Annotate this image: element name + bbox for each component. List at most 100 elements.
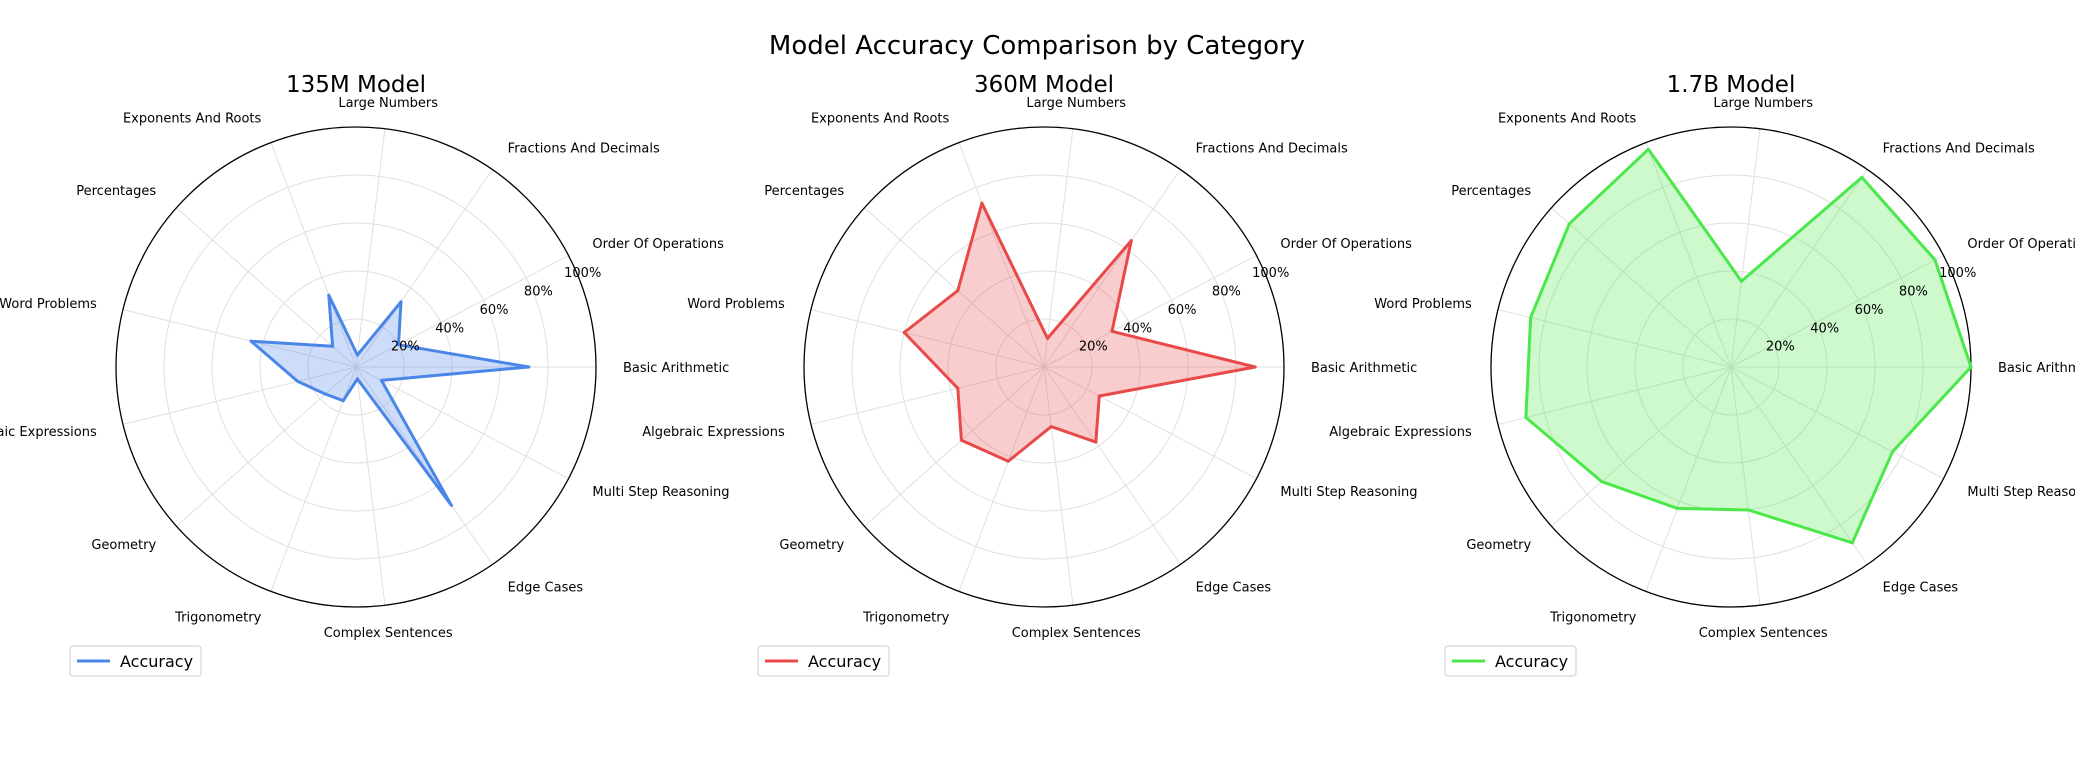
data-point [399,300,403,304]
grid-spoke [1730,128,1761,368]
data-point [355,353,359,357]
grid-spoke [1043,366,1257,479]
panel-title: 1.7B Model [1667,72,1796,98]
category-label: Percentages [1451,184,1531,199]
data-point [956,386,960,390]
category-label: Large Numbers [1026,96,1126,111]
data-point [1969,365,1973,369]
data-point [449,503,453,507]
data-point [1860,175,1864,179]
data-point [341,399,345,403]
radial-tick-label: 40% [435,321,464,336]
category-label: Edge Cases [508,581,584,596]
category-label: Word Problems [1374,297,1472,312]
data-point [1529,316,1533,320]
category-label: Basic Arithmetic [1311,361,1417,376]
grid-spoke [1043,366,1074,606]
data-point [1524,416,1528,420]
radial-tick-label: 60% [1855,303,1884,318]
radar-panels: 135M Model 20% 40% 60% 80% 100% Basic Arithmet… [0,72,2075,677]
data-point [959,438,963,442]
data-point [331,344,335,348]
data-point [1110,329,1114,333]
grid-spoke [122,366,357,425]
data-point [1600,480,1604,484]
radial-tick-label: 100% [564,266,601,281]
category-label: Trigonometry [862,611,949,626]
grid-spoke [1730,255,1944,368]
data-point [327,293,331,297]
category-label: Multi Step Reasoning [1280,485,1417,500]
data-point [902,331,906,335]
data-point [1567,222,1571,226]
category-label: Geometry [779,538,844,553]
category-label: Word Problems [687,297,785,312]
legend: Accuracy [1444,645,1577,677]
grid-spoke [958,366,1045,592]
radar-panel: 360M Model 20% 40% 60% 80% 100% Basic Arithmet… [642,72,1418,677]
category-label: Exponents And Roots [1498,111,1637,126]
category-label: Algebraic Expressions [642,425,785,440]
legend-label: Accuracy [120,652,193,671]
data-point [1891,450,1895,454]
grid-spoke [1043,169,1181,368]
grid-spoke [1645,366,1732,592]
data-point [397,343,401,347]
category-label: Large Numbers [338,96,438,111]
category-label: Algebraic Expressions [0,425,97,440]
radial-tick-label: 80% [1212,285,1241,300]
category-label: Order Of Operations [1967,237,2075,252]
data-point [323,392,327,396]
data-point [355,377,359,381]
radial-tick-label: 60% [1168,303,1197,318]
data-point [980,201,984,205]
legend-box [1444,645,1577,677]
series-area [1525,149,1971,543]
data-point [527,365,531,369]
grid-spoke [1497,309,1732,368]
radial-tick-label: 80% [524,285,553,300]
grid-spoke [1497,366,1732,425]
category-label: Complex Sentences [1699,626,1828,641]
category-label: Algebraic Expressions [1329,425,1472,440]
category-label: Basic Arithmetic [623,361,729,376]
grid-spoke [355,169,493,368]
data-point [1933,258,1937,262]
grid-spoke [1730,366,1868,565]
legend-label: Accuracy [1495,652,1568,671]
series-line [1524,147,1973,545]
category-label: Word Problems [0,297,97,312]
grid-spoke [1730,366,1944,479]
category-label: Geometry [91,538,156,553]
data-point [1049,425,1053,429]
category-label: Trigonometry [1549,611,1636,626]
chart-title: Model Accuracy Comparison by Category [769,31,1305,61]
data-point [1129,239,1133,243]
category-label: Exponents And Roots [811,111,950,126]
series-line [249,293,531,507]
grid-spoke [1730,169,1868,368]
radial-tick-label: 100% [1939,266,1976,281]
category-label: Exponents And Roots [123,111,262,126]
category-label: Order Of Operations [1280,237,1412,252]
category-label: Large Numbers [1713,96,1813,111]
grid-spoke [1551,207,1732,368]
legend-box [69,645,202,677]
category-label: Order Of Operations [592,237,724,252]
data-point [1094,440,1098,444]
category-label: Geometry [1466,538,1531,553]
series-line [902,201,1257,463]
grid-spoke [122,309,357,368]
category-label: Edge Cases [1883,581,1959,596]
radial-tick-label: 20% [391,340,420,355]
series-area [251,295,529,506]
panel-title: 135M Model [286,72,426,98]
grid-spoke [810,366,1045,425]
category-label: Fractions And Decimals [508,141,660,156]
grid-spoke [270,366,357,592]
data-point [1675,506,1679,510]
category-label: Multi Step Reasoning [592,485,729,500]
radial-tick-label: 80% [1899,285,1928,300]
category-label: Trigonometry [174,611,261,626]
